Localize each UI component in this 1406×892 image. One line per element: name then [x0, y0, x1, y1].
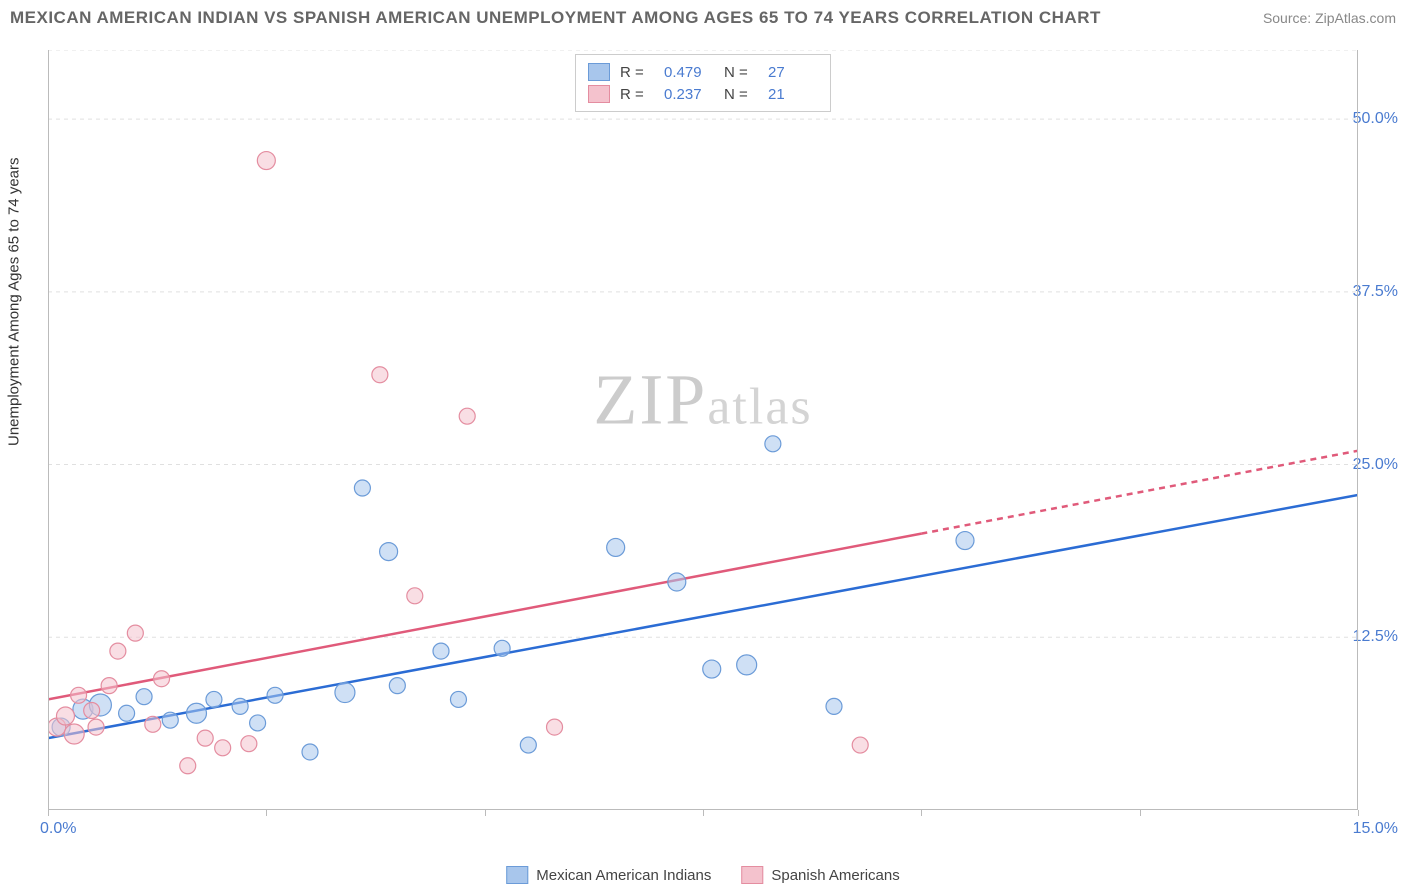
x-tick-mark — [266, 810, 267, 816]
data-point — [186, 703, 206, 723]
data-point — [826, 698, 842, 714]
x-tick-mark — [1358, 810, 1359, 816]
data-point — [197, 730, 213, 746]
data-point — [335, 683, 355, 703]
swatch-series-0 — [588, 63, 610, 81]
legend-label: Spanish Americans — [771, 867, 899, 884]
data-point — [250, 715, 266, 731]
data-point — [450, 691, 466, 707]
data-point — [956, 532, 974, 550]
data-point — [547, 719, 563, 735]
n-value-1: 21 — [768, 86, 818, 103]
trend-line-dashed — [921, 451, 1358, 534]
data-point — [232, 698, 248, 714]
data-point — [162, 712, 178, 728]
data-point — [372, 367, 388, 383]
data-point — [520, 737, 536, 753]
y-tick-label: 37.5% — [1353, 283, 1398, 301]
chart-title: MEXICAN AMERICAN INDIAN VS SPANISH AMERI… — [10, 8, 1101, 28]
data-point — [852, 737, 868, 753]
scatter-plot-svg — [48, 50, 1358, 810]
r-label: R = — [620, 64, 654, 81]
n-value-0: 27 — [768, 64, 818, 81]
data-point — [267, 687, 283, 703]
data-point — [145, 716, 161, 732]
x-axis-line — [48, 809, 1358, 810]
x-tick-mark — [1140, 810, 1141, 816]
x-tick-mark — [485, 810, 486, 816]
data-point — [71, 687, 87, 703]
data-point — [407, 588, 423, 604]
data-point — [56, 707, 74, 725]
right-axis-line — [1357, 50, 1358, 810]
legend-swatch — [506, 866, 528, 884]
data-point — [737, 655, 757, 675]
data-point — [154, 671, 170, 687]
data-point — [215, 740, 231, 756]
data-point — [389, 678, 405, 694]
data-point — [354, 480, 370, 496]
data-point — [88, 719, 104, 735]
x-tick-mark — [703, 810, 704, 816]
data-point — [110, 643, 126, 659]
data-point — [607, 538, 625, 556]
r-value-1: 0.237 — [664, 86, 714, 103]
y-tick-label: 12.5% — [1353, 628, 1398, 646]
x-tick-mark — [921, 810, 922, 816]
y-axis-line — [48, 50, 49, 810]
y-axis-label: Unemployment Among Ages 65 to 74 years — [6, 157, 23, 446]
data-point — [241, 736, 257, 752]
data-point — [136, 689, 152, 705]
source-label: Source: ZipAtlas.com — [1263, 10, 1396, 26]
data-point — [127, 625, 143, 641]
y-tick-label: 25.0% — [1353, 456, 1398, 474]
data-point — [668, 573, 686, 591]
x-tick-label-left: 0.0% — [40, 820, 76, 838]
legend-label: Mexican American Indians — [536, 867, 711, 884]
data-point — [257, 152, 275, 170]
x-tick-label-right: 15.0% — [1353, 820, 1398, 838]
data-point — [84, 703, 100, 719]
legend-item: Spanish Americans — [741, 866, 899, 884]
swatch-series-1 — [588, 85, 610, 103]
data-point — [703, 660, 721, 678]
data-point — [101, 678, 117, 694]
r-value-0: 0.479 — [664, 64, 714, 81]
data-point — [119, 705, 135, 721]
data-point — [433, 643, 449, 659]
r-label: R = — [620, 86, 654, 103]
n-label: N = — [724, 86, 758, 103]
data-point — [765, 436, 781, 452]
legend-item: Mexican American Indians — [506, 866, 711, 884]
data-point — [206, 691, 222, 707]
data-point — [459, 408, 475, 424]
data-point — [64, 724, 84, 744]
series-legend: Mexican American Indians Spanish American… — [506, 866, 900, 884]
x-tick-mark — [48, 810, 49, 816]
chart-area: ZIPatlas R = 0.479 N = 27 R = 0.237 N = … — [48, 50, 1358, 810]
y-tick-label: 50.0% — [1353, 110, 1398, 128]
data-point — [180, 758, 196, 774]
data-point — [494, 640, 510, 656]
legend-row-series-0: R = 0.479 N = 27 — [588, 61, 818, 83]
data-point — [380, 543, 398, 561]
correlation-legend: R = 0.479 N = 27 R = 0.237 N = 21 — [575, 54, 831, 112]
data-point — [302, 744, 318, 760]
trend-line — [48, 534, 921, 700]
legend-row-series-1: R = 0.237 N = 21 — [588, 83, 818, 105]
legend-swatch — [741, 866, 763, 884]
n-label: N = — [724, 64, 758, 81]
